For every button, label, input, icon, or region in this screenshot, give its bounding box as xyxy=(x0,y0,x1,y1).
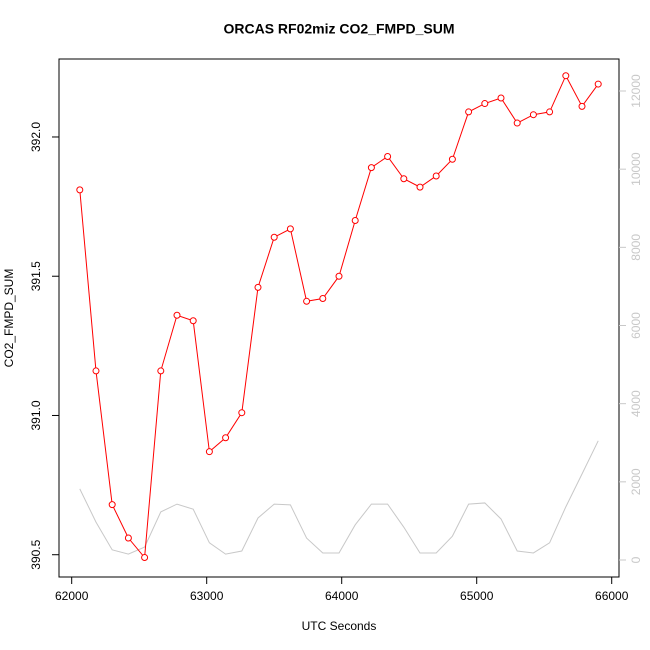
point xyxy=(189,317,197,325)
y-axis-label: CO2_FMPD_SUM xyxy=(2,269,16,368)
plot-frame xyxy=(58,58,620,578)
point xyxy=(303,297,311,305)
point xyxy=(594,80,602,88)
point xyxy=(529,111,537,119)
point xyxy=(513,119,521,127)
point xyxy=(238,409,246,417)
y-tick-label: 391.5 xyxy=(29,261,43,291)
point xyxy=(270,233,278,241)
point xyxy=(141,554,149,562)
point xyxy=(465,108,473,116)
y2-tick-label: 0 xyxy=(629,556,643,563)
y2-tick-label: 8000 xyxy=(629,234,643,261)
point xyxy=(92,367,100,375)
point xyxy=(205,448,213,456)
y-tick-label: 392.0 xyxy=(29,122,43,152)
x-axis-label: UTC Seconds xyxy=(302,619,377,633)
point xyxy=(173,311,181,319)
chart-title: ORCAS RF02miz CO2_FMPD_SUM xyxy=(223,21,454,37)
point xyxy=(481,100,489,108)
y-tick-label: 390.5 xyxy=(29,539,43,569)
series-line xyxy=(79,440,599,555)
y2-tick-label: 12000 xyxy=(629,74,643,108)
point xyxy=(400,175,408,183)
y2-tick-label: 10000 xyxy=(629,152,643,186)
point xyxy=(351,217,359,225)
point xyxy=(319,295,327,303)
point xyxy=(335,272,343,280)
point xyxy=(76,186,84,194)
point xyxy=(157,367,165,375)
point xyxy=(254,283,262,291)
x-tick-label: 62000 xyxy=(55,589,89,603)
x-tick-label: 64000 xyxy=(325,589,359,603)
x-tick-label: 63000 xyxy=(190,589,224,603)
series-line xyxy=(79,74,599,559)
point xyxy=(384,152,392,160)
y-tick-label: 391.0 xyxy=(29,400,43,430)
point xyxy=(448,155,456,163)
y2-tick-label: 2000 xyxy=(629,468,643,495)
point xyxy=(222,434,230,442)
point xyxy=(578,102,586,110)
point xyxy=(124,534,132,542)
point xyxy=(108,501,116,509)
y2-tick-label: 4000 xyxy=(629,390,643,417)
y2-tick-label: 6000 xyxy=(629,312,643,339)
point xyxy=(286,225,294,233)
x-tick-label: 65000 xyxy=(460,589,494,603)
x-tick-label: 66000 xyxy=(595,589,629,603)
point xyxy=(562,72,570,80)
point xyxy=(416,183,424,191)
point xyxy=(546,108,554,116)
point xyxy=(367,164,375,172)
point xyxy=(497,94,505,102)
point xyxy=(432,172,440,180)
